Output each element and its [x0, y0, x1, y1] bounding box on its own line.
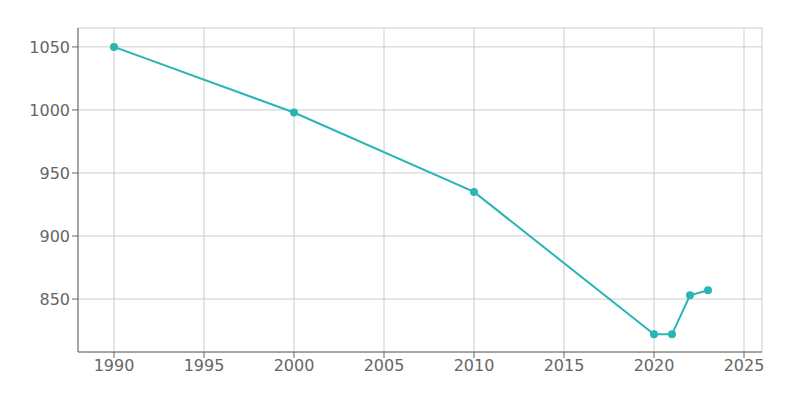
svg-text:2025: 2025: [724, 356, 765, 375]
svg-text:2010: 2010: [454, 356, 495, 375]
svg-text:2020: 2020: [634, 356, 675, 375]
svg-text:1050: 1050: [29, 38, 70, 57]
svg-text:950: 950: [39, 164, 70, 183]
svg-text:2000: 2000: [274, 356, 315, 375]
svg-text:1995: 1995: [184, 356, 225, 375]
svg-text:850: 850: [39, 290, 70, 309]
svg-text:2005: 2005: [364, 356, 405, 375]
svg-text:2015: 2015: [544, 356, 585, 375]
svg-text:1990: 1990: [94, 356, 135, 375]
svg-text:1000: 1000: [29, 101, 70, 120]
svg-text:900: 900: [39, 227, 70, 246]
